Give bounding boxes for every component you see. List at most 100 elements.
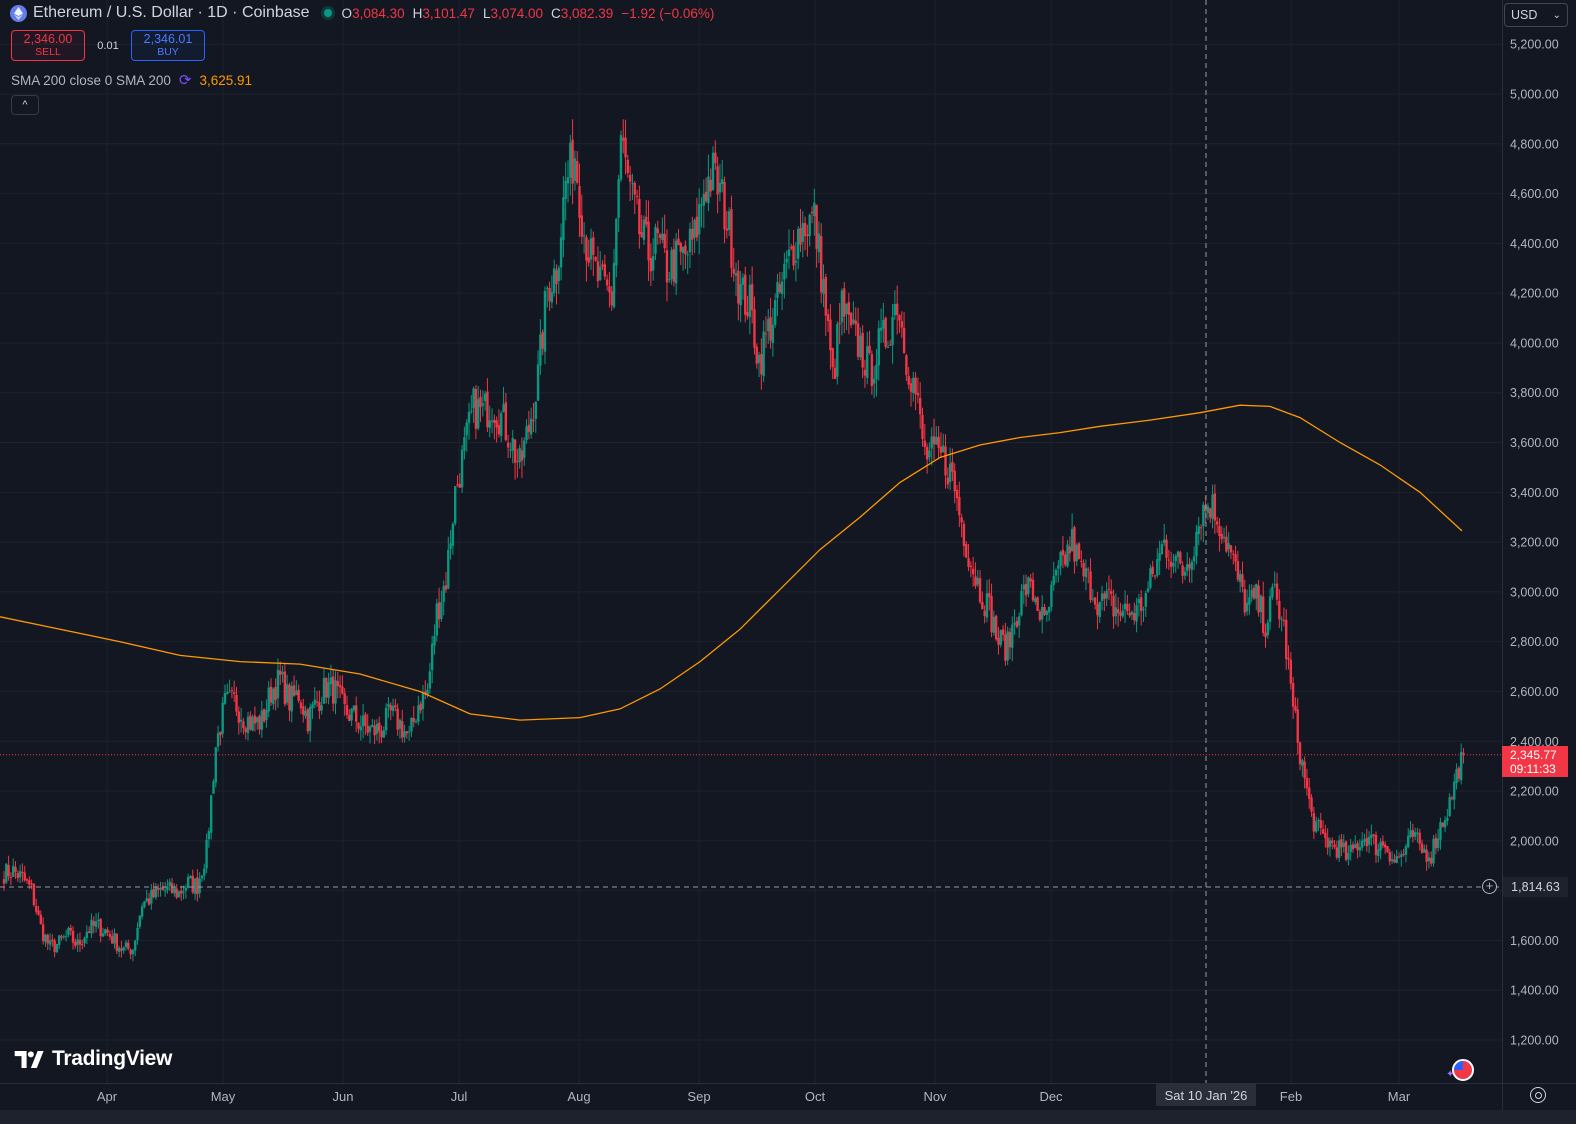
candle-body bbox=[1441, 822, 1444, 827]
candle-body bbox=[1388, 852, 1392, 862]
candle-body bbox=[1390, 859, 1394, 861]
candle-body bbox=[1215, 521, 1219, 525]
candle-body bbox=[1087, 569, 1090, 571]
candle-body bbox=[359, 726, 363, 731]
candle-body bbox=[1105, 590, 1108, 599]
sell-price: 2,346.00 bbox=[23, 31, 73, 46]
candle-body bbox=[1234, 554, 1237, 562]
candle-body bbox=[778, 284, 781, 293]
candle-body bbox=[154, 887, 158, 898]
candle-body bbox=[1423, 848, 1426, 853]
candle-body bbox=[1004, 634, 1007, 661]
candle-body bbox=[506, 442, 510, 448]
tradingview-logo[interactable]: TradingView bbox=[14, 1047, 172, 1071]
candle-body bbox=[610, 291, 613, 306]
candle-body bbox=[1349, 844, 1352, 853]
candle-body bbox=[157, 888, 160, 890]
candle-body bbox=[214, 747, 217, 783]
candle-body bbox=[1319, 820, 1322, 829]
price-axis-label: 2,800.00 bbox=[1510, 635, 1559, 649]
candle-body bbox=[327, 682, 330, 698]
candle-body bbox=[481, 403, 485, 406]
candle-body bbox=[1135, 605, 1138, 622]
candle-body bbox=[1066, 544, 1069, 567]
settings-icon[interactable] bbox=[1530, 1087, 1546, 1103]
candle-body bbox=[322, 678, 326, 704]
candle-body bbox=[808, 214, 811, 237]
candle-body bbox=[306, 709, 310, 732]
candle-body bbox=[30, 883, 33, 885]
candle-body bbox=[889, 344, 892, 346]
us-flag-icon[interactable] bbox=[1452, 1059, 1474, 1081]
buy-button[interactable]: 2,346.01 BUY bbox=[131, 30, 205, 61]
buy-label: BUY bbox=[157, 45, 179, 58]
price-axis-label: 2,600.00 bbox=[1510, 685, 1559, 699]
candle-body bbox=[741, 277, 745, 285]
candle-body bbox=[318, 701, 321, 712]
candle-body bbox=[727, 211, 731, 230]
candle-body bbox=[18, 871, 22, 878]
candle-body bbox=[173, 887, 176, 894]
candle-body bbox=[1011, 624, 1014, 648]
candle-body bbox=[71, 930, 75, 943]
candle-body bbox=[414, 721, 418, 723]
candle-body bbox=[709, 179, 712, 192]
candle-body bbox=[776, 281, 779, 298]
candle-body bbox=[918, 397, 922, 415]
indicator-name[interactable]: SMA 200 close 0 SMA 200 bbox=[11, 72, 171, 88]
candle-body bbox=[1001, 629, 1005, 635]
candle-body bbox=[35, 905, 38, 912]
candle-body bbox=[1439, 822, 1442, 840]
candle-body bbox=[1358, 847, 1362, 851]
candle-body bbox=[1213, 493, 1217, 521]
candle-body bbox=[1453, 781, 1456, 800]
candle-body bbox=[746, 312, 749, 316]
candle-body bbox=[410, 717, 413, 732]
candle-body bbox=[1268, 596, 1272, 622]
candle-body bbox=[1179, 552, 1182, 564]
sell-button[interactable]: 2,346.00 SELL bbox=[11, 30, 85, 61]
candle-body bbox=[493, 419, 496, 423]
indicator-legend[interactable]: SMA 200 close 0 SMA 200 ⟳ 3,625.91 bbox=[11, 71, 252, 89]
candle-body bbox=[16, 873, 20, 879]
candle-body bbox=[656, 228, 659, 234]
candle-body bbox=[308, 706, 312, 731]
candle-body bbox=[67, 927, 70, 936]
candle-body bbox=[702, 194, 706, 206]
candle-body bbox=[1052, 576, 1055, 585]
candle-body bbox=[1146, 588, 1150, 592]
candle-body bbox=[1236, 561, 1240, 580]
candle-body bbox=[691, 228, 694, 240]
candle-body bbox=[477, 399, 480, 429]
candle-body bbox=[1075, 544, 1078, 562]
candle-body bbox=[1169, 561, 1173, 567]
trade-panel: 2,346.00 SELL 0.01 2,346.01 BUY bbox=[11, 30, 205, 61]
candle-body bbox=[200, 875, 204, 879]
candle-body bbox=[366, 725, 369, 733]
symbol-title[interactable]: Ethereum / U.S. Dollar · 1D · Coinbase bbox=[33, 4, 310, 21]
candle-body bbox=[1427, 857, 1431, 862]
candle-body bbox=[500, 413, 503, 436]
candle-body bbox=[698, 204, 701, 235]
countdown: 09:11:33 bbox=[1510, 761, 1556, 776]
collapse-legend-button[interactable]: ^ bbox=[11, 95, 39, 115]
candle-body bbox=[504, 402, 508, 441]
candle-body bbox=[83, 937, 86, 944]
candle-body bbox=[1183, 571, 1187, 576]
add-alert-icon[interactable]: + bbox=[1482, 879, 1497, 894]
candle-body bbox=[1119, 612, 1122, 616]
candle-body bbox=[718, 182, 722, 193]
candle-body bbox=[965, 543, 968, 558]
candle-body bbox=[451, 523, 455, 546]
candle-body bbox=[546, 287, 549, 289]
market-open-icon bbox=[323, 9, 332, 17]
candle-body bbox=[281, 672, 284, 675]
candle-body bbox=[398, 719, 402, 729]
candle-body bbox=[1312, 813, 1316, 832]
time-axis-label: Oct bbox=[805, 1089, 826, 1104]
candle-body bbox=[803, 223, 807, 236]
currency-select[interactable]: USD ⌄ bbox=[1504, 3, 1568, 27]
price-axis-label: 1,400.00 bbox=[1510, 984, 1559, 998]
candle-body bbox=[387, 703, 390, 707]
